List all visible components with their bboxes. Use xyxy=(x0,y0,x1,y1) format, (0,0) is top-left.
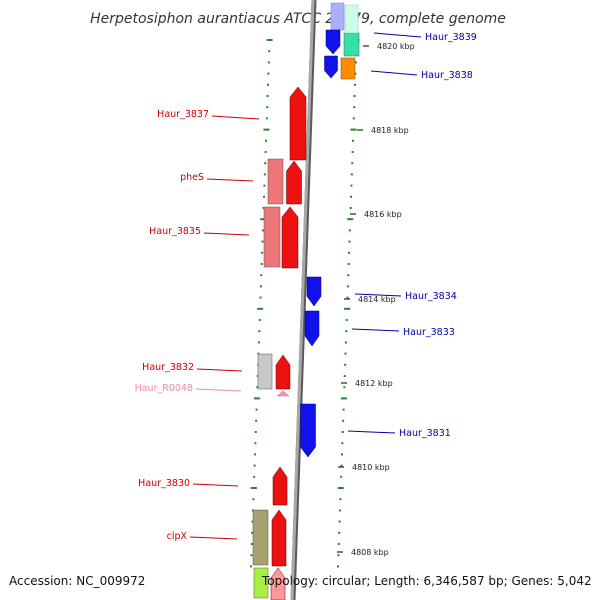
arrow-haur-3833 xyxy=(304,310,320,347)
left-tick-marks xyxy=(250,39,273,568)
scale-label: 4818 kbp xyxy=(371,126,409,135)
leader-line-haur-3830 xyxy=(192,483,239,487)
cog-box-bottom xyxy=(253,567,269,599)
arrow-haur-3835 xyxy=(281,206,299,269)
cog-box-haur-3839 xyxy=(343,32,360,57)
scale-label: 4808 kbp xyxy=(351,548,389,557)
cog-category-boxes xyxy=(252,2,360,599)
cog-box-haur-3832 xyxy=(257,353,273,390)
leader-line-clpx xyxy=(189,536,238,540)
gene-label-clpx: clpX xyxy=(167,531,188,542)
cog-box-haur-3835 xyxy=(263,206,281,268)
leader-line-haur-r0048 xyxy=(195,388,242,392)
gene-label-haur-3833: Haur_3833 xyxy=(403,327,455,338)
position-scale: 4820 kbp 4818 kbp 4816 kbp 4814 kbp 4812 kbp… xyxy=(337,42,415,557)
gene-label-haur-3837: Haur_3837 xyxy=(157,109,209,120)
arrow-haur-r0048 xyxy=(276,390,290,397)
arrow-bottom xyxy=(270,567,286,600)
accession-text: Accession: NC_009972 xyxy=(9,574,146,588)
gene-label-haur-3834: Haur_3834 xyxy=(405,291,457,302)
gene-label-haur-3835: Haur_3835 xyxy=(149,226,201,237)
gene-labels: Haur_3839 Haur_3838 Haur_3837 pheS Haur_3835… xyxy=(135,32,477,542)
arrow-haur-3831 xyxy=(300,403,316,458)
leader-line-haur-3835 xyxy=(203,232,250,236)
gene-label-haur-3838: Haur_3838 xyxy=(421,70,473,81)
cog-box-haur-3839-upper xyxy=(344,4,359,34)
gene-label-phes: pheS xyxy=(180,172,204,183)
scale-label: 4810 kbp xyxy=(352,463,390,472)
scale-label: 4814 kbp xyxy=(358,295,396,304)
gene-arrows xyxy=(270,29,341,600)
topology-text: Topology: circular; Length: 6,346,587 bp… xyxy=(262,574,592,588)
genome-title: Herpetosiphon aurantiacus ATCC 23779, co… xyxy=(90,11,506,27)
arrow-clpx xyxy=(271,509,287,567)
leader-line-haur-3839 xyxy=(373,32,422,38)
scale-label: 4812 kbp xyxy=(355,379,393,388)
leader-line-haur-3831 xyxy=(347,430,396,434)
cog-box-haur-3839-top xyxy=(330,2,345,31)
arrow-haur-3830 xyxy=(272,466,288,506)
scale-label: 4816 kbp xyxy=(364,210,402,219)
gene-label-haur-r0048: Haur_R0048 xyxy=(135,383,193,394)
arrow-haur-3839 xyxy=(325,29,341,55)
gene-label-haur-3832: Haur_3832 xyxy=(142,362,194,373)
leader-line-phes xyxy=(206,178,254,182)
gene-label-haur-3830: Haur_3830 xyxy=(138,478,190,489)
backbone-line xyxy=(290,0,315,600)
gene-label-haur-3831: Haur_3831 xyxy=(399,428,451,439)
arrow-haur-3838 xyxy=(324,55,338,79)
leader-line-haur-3838 xyxy=(370,70,418,76)
leader-line-haur-3832 xyxy=(196,368,243,372)
leader-line-haur-3834 xyxy=(354,293,402,297)
leader-line-haur-3837 xyxy=(211,115,260,120)
arrow-phes xyxy=(286,160,302,205)
leader-line-haur-3833 xyxy=(351,328,400,332)
right-tick-marks xyxy=(337,39,360,568)
genome-backbone xyxy=(290,0,317,600)
arrow-haur-3834 xyxy=(306,276,322,307)
arrow-haur-3837 xyxy=(289,86,307,161)
cog-box-haur-3838 xyxy=(340,57,356,80)
gene-label-haur-3839: Haur_3839 xyxy=(425,32,477,43)
cog-box-phes xyxy=(267,158,284,205)
scale-label: 4820 kbp xyxy=(377,42,415,51)
cog-box-clpx xyxy=(252,509,269,566)
arrow-haur-3832 xyxy=(275,354,291,390)
